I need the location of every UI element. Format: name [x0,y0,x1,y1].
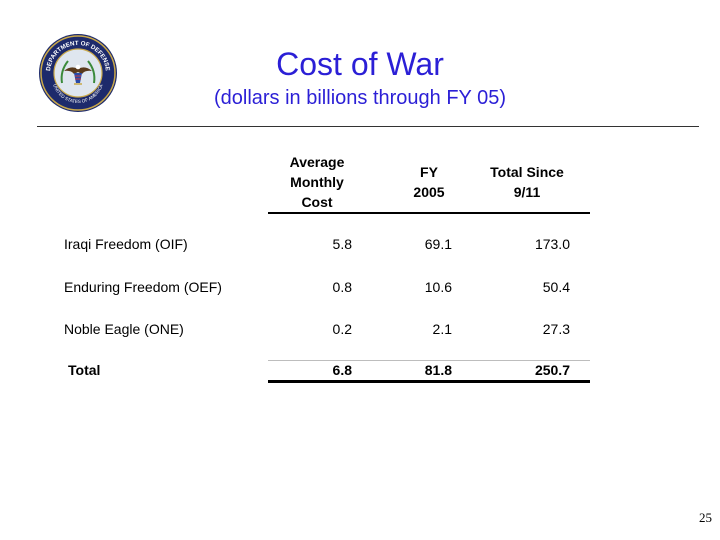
header-total-since-911: Total Since 9/11 [490,164,564,200]
total-since-911-value: 50.4 [542,279,570,295]
avg-monthly-cost-value: 5.8 [332,236,352,252]
fy-2005-value: 2.1 [432,321,452,337]
slide-subtitle: (dollars in billions through FY 05) [213,87,506,109]
fy-2005-value: 69.1 [424,236,452,252]
avg-monthly-cost-value: 0.8 [332,279,352,295]
total-label: Total [68,362,101,378]
title-divider [37,126,699,127]
row-label: Iraqi Freedom (OIF) [64,236,188,252]
total-row-bottom-rule [268,380,590,383]
header-underline [268,212,590,214]
header-fy-2005: FY 2005 [413,164,445,200]
slide-title: Cost of War [276,46,444,82]
fy-2005-value: 10.6 [424,279,452,295]
avg-monthly-cost-value: 0.2 [332,321,352,337]
total-since-911: 250.7 [534,362,570,378]
page-number: 25 [699,510,712,525]
total-fy-2005: 81.8 [424,362,452,378]
header-average-monthly-cost: Average Monthly Cost [289,154,345,210]
total-avg-monthly-cost: 6.8 [332,362,352,378]
total-since-911-value: 27.3 [542,321,570,337]
total-since-911-value: 173.0 [534,236,570,252]
row-label: Noble Eagle (ONE) [64,321,184,337]
dod-seal-logo: DEPARTMENT OF DEFENSE UNITED STATES OF A… [39,34,117,112]
row-label: Enduring Freedom (OEF) [64,279,222,295]
total-row-top-rule [268,360,590,361]
